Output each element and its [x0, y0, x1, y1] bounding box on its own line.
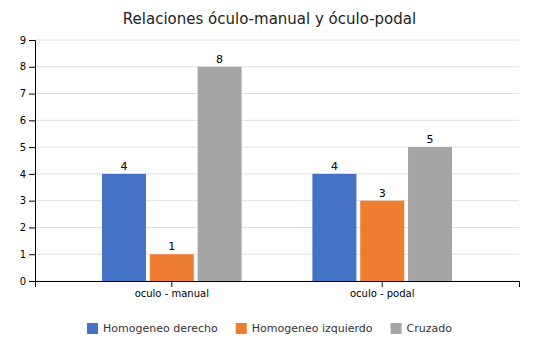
- y-tick-mark: [29, 147, 35, 148]
- x-axis: oculo - manual oculo - podal: [36, 281, 520, 299]
- data-label: 3: [379, 187, 386, 200]
- x-tick-label: oculo - manual: [135, 288, 209, 299]
- data-labels: 4 4 1 3 8 5: [120, 53, 433, 253]
- bar: [102, 174, 146, 281]
- y-tick-label: 0: [20, 276, 26, 287]
- y-tick: 3: [20, 195, 35, 206]
- legend-item: Homogeneo derecho: [87, 322, 218, 335]
- y-tick-label: 8: [20, 61, 26, 72]
- y-tick-mark: [29, 94, 35, 95]
- bar-series: [150, 201, 404, 281]
- data-label: 4: [331, 160, 338, 173]
- x-tick: oculo - podal: [350, 281, 415, 299]
- y-tick-label: 6: [20, 115, 26, 126]
- x-tick-label: oculo - podal: [350, 288, 415, 299]
- legend: Homogeneo derecho Homogeneo izquierdo Cruz…: [87, 322, 452, 335]
- bars: [102, 67, 452, 281]
- bar: [198, 67, 242, 281]
- y-tick-label: 4: [20, 169, 26, 180]
- data-label: 5: [427, 133, 434, 146]
- y-tick: 0: [20, 276, 35, 287]
- y-tick-label: 5: [20, 142, 26, 153]
- legend-label: Homogeneo derecho: [103, 322, 218, 335]
- y-tick: 9: [20, 35, 35, 46]
- legend-swatch: [236, 323, 247, 334]
- bar: [312, 174, 356, 281]
- y-tick-mark: [29, 174, 35, 175]
- plot-area: 0 1 2 3 4 5 6 7 8 9 oculo - manual oculo - podal 4 4 1…: [20, 35, 520, 299]
- y-tick-mark: [29, 67, 35, 68]
- legend-item: Homogeneo izquierdo: [236, 322, 373, 335]
- grid-line: [35, 66, 519, 67]
- x-axis-line: [36, 282, 520, 288]
- y-tick-mark: [29, 254, 35, 255]
- y-tick-label: 7: [20, 88, 26, 99]
- y-tick-label: 1: [20, 249, 26, 260]
- y-tick-mark: [29, 227, 35, 228]
- y-axis: 0 1 2 3 4 5 6 7 8 9: [20, 35, 36, 287]
- x-tick: oculo - manual: [135, 281, 209, 299]
- y-tick-label: 2: [20, 222, 26, 233]
- data-label: 1: [168, 240, 175, 253]
- grid-line: [35, 93, 519, 94]
- bar-series: [198, 67, 452, 281]
- grid-line: [35, 40, 519, 41]
- y-tick: 5: [20, 142, 35, 153]
- data-label: 4: [120, 160, 127, 173]
- grid-line: [35, 120, 519, 121]
- y-tick-mark: [29, 120, 35, 121]
- legend-label: Cruzado: [407, 322, 453, 335]
- legend-label: Homogeneo izquierdo: [252, 322, 373, 335]
- y-tick: 1: [20, 249, 35, 260]
- x-tick-mark: [382, 281, 383, 287]
- chart-container: 0 1 2 3 4 5 6 7 8 9 oculo - manual oculo - podal 4 4 1…: [0, 0, 539, 346]
- y-tick: 2: [20, 222, 35, 233]
- y-tick: 7: [20, 88, 35, 99]
- y-tick: 4: [20, 169, 35, 180]
- chart-svg: 0 1 2 3 4 5 6 7 8 9 oculo - manual oculo - podal 4 4 1…: [0, 0, 539, 346]
- legend-item: Cruzado: [391, 322, 453, 335]
- grid: [35, 40, 519, 281]
- legend-swatch: [87, 323, 98, 334]
- chart-title: Relaciones óculo-manual y óculo-podal: [123, 10, 416, 28]
- y-tick: 8: [20, 61, 35, 72]
- y-tick-mark: [29, 40, 35, 41]
- y-tick-mark: [29, 201, 35, 202]
- y-axis-line: [29, 41, 36, 282]
- legend-swatch: [391, 323, 402, 334]
- bar: [360, 201, 404, 281]
- bar: [408, 147, 452, 281]
- y-tick-label: 9: [20, 35, 26, 46]
- y-tick: 6: [20, 115, 35, 126]
- data-label: 8: [216, 53, 223, 66]
- y-tick-label: 3: [20, 195, 26, 206]
- y-tick-mark: [29, 281, 35, 282]
- bar: [150, 254, 194, 281]
- x-tick-mark: [171, 281, 172, 287]
